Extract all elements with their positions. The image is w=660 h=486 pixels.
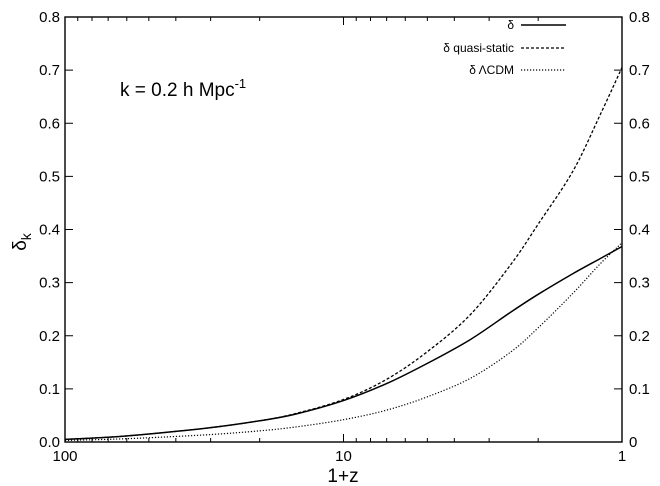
series-delta-line — [64, 245, 623, 441]
legend: δ δ quasi-static δ ΛCDM — [443, 18, 566, 77]
y-tick-label-left: 0.4 — [39, 222, 60, 239]
y-tick-label-right: 0 — [629, 434, 637, 451]
y-tick-label-right: 0.1 — [629, 381, 650, 398]
y-axis-title-sub: k — [18, 232, 34, 240]
x-tick-label: 1 — [618, 448, 626, 465]
legend-label-delta-lcdm: δ ΛCDM — [469, 63, 514, 77]
y-tick-label-left: 0.6 — [39, 115, 60, 132]
y-tick-label-left: 0.8 — [39, 9, 60, 26]
y-tick-label-left: 0.0 — [39, 434, 60, 451]
y-tick-label-right: 0.6 — [629, 115, 650, 132]
series-lines — [64, 67, 623, 442]
series-delta-lcdm-line — [64, 242, 623, 442]
y-tick-label-left: 0.2 — [39, 328, 60, 345]
y-tick-label-right: 0.4 — [629, 222, 650, 239]
legend-label-delta: δ — [507, 18, 514, 32]
legend-label-delta-quasi-static: δ quasi-static — [443, 41, 514, 55]
annotation-main: k = 0.2 h Mpc — [120, 80, 235, 101]
y-axis-title: δk — [10, 232, 34, 251]
tick-marks — [64, 16, 623, 443]
y-tick-label-right: 0.5 — [629, 168, 650, 185]
y-tick-label-left: 0.3 — [39, 275, 60, 292]
x-tick-label: 100 — [52, 448, 77, 465]
y-axis-title-main: δ — [10, 240, 31, 251]
annotation-superscript: -1 — [235, 76, 247, 91]
tick-labels: 0.0 0 0.1 0.1 0.2 0.2 0.3 0.3 0.4 0.4 0.5 0.5 0.6 0.6… — [39, 9, 650, 465]
y-tick-label-right: 0.3 — [629, 275, 650, 292]
y-tick-label-left: 0.1 — [39, 381, 60, 398]
y-tick-label-right: 0.7 — [629, 62, 650, 79]
x-axis-title: 1+z — [327, 466, 358, 486]
y-tick-label-right: 0.2 — [629, 328, 650, 345]
x-tick-label: 10 — [335, 448, 352, 465]
y-tick-label-left: 0.5 — [39, 168, 60, 185]
y-axis-title-text: δk — [10, 232, 34, 251]
series-delta-quasi-static-line — [64, 67, 623, 440]
scale-annotation: k = 0.2 h Mpc-1 — [120, 76, 246, 101]
y-tick-label-right: 0.8 — [629, 9, 650, 26]
y-tick-label-left: 0.7 — [39, 62, 60, 79]
